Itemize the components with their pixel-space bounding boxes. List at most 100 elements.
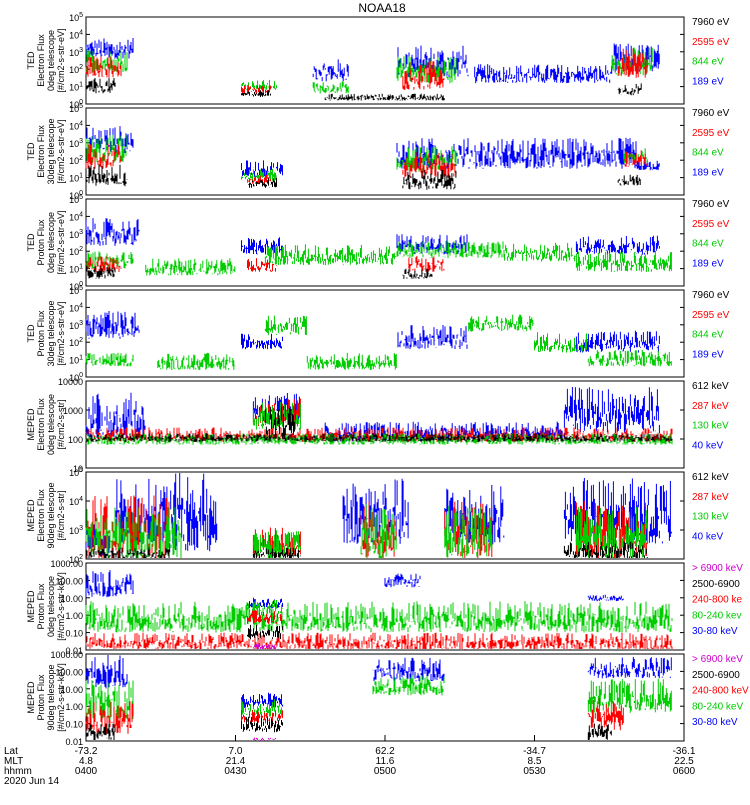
legend-entry: 189 eV: [692, 258, 724, 269]
series-trace: [85, 38, 660, 84]
y-tick-label: 103: [69, 525, 83, 536]
y-tick-label: 100: [69, 190, 83, 201]
series-segment: [587, 349, 672, 367]
y-tick-label: 102: [69, 64, 83, 75]
series-segment: [264, 244, 397, 266]
legend-entry: 40 keV: [692, 440, 723, 451]
y-tick-label: 100: [69, 281, 83, 292]
y-tick-label: 104: [69, 211, 83, 222]
x-tick-lat: -34.7: [523, 746, 546, 757]
x-tick-lat: -73.2: [75, 746, 98, 757]
series-trace: [85, 164, 642, 190]
y-tick-label: 10.00: [60, 685, 83, 695]
y-axis-label-line: TED: [26, 233, 36, 252]
series-trace: [85, 504, 648, 559]
panel-frame: [85, 380, 685, 469]
x-tick-lat: 7.0: [229, 746, 243, 757]
y-axis-label-line: Proton Flux: [36, 310, 46, 357]
series-trace: [85, 143, 648, 185]
y-tick-label: 101: [69, 355, 83, 366]
y-axis-label-line: 0deg telescope: [46, 30, 56, 91]
series-segment: [85, 164, 128, 187]
series-segment: [241, 692, 283, 708]
y-tick-label: 1000.00: [50, 559, 83, 569]
series-segment: [587, 594, 624, 602]
panel-frame: [85, 471, 685, 560]
y-axis-label-line: [#/cm2-s-str-eV]: [56, 119, 66, 183]
series-segment: [587, 678, 672, 713]
series-segment: [312, 81, 349, 94]
series-segment: [85, 311, 140, 339]
series-segment: [563, 541, 648, 559]
series-trace: [85, 406, 673, 442]
series-segment: [247, 624, 283, 640]
y-tick-label: 102: [69, 337, 83, 348]
series-trace: [85, 240, 672, 276]
y-tick-label: 100: [68, 435, 83, 445]
y-axis-label-line: [#/cm2-s-str]: [56, 399, 66, 449]
legend-entry: 30-80 keV: [692, 717, 738, 728]
x-row-label: hhmm: [4, 766, 32, 777]
legend-entry: 2500-6900: [692, 670, 740, 681]
y-axis-label-line: Electron Flux: [36, 34, 46, 87]
legend-entry: 287 keV: [692, 492, 729, 503]
y-tick-label: 0.01: [65, 737, 83, 747]
x-tick-mlt: 4.8: [79, 756, 93, 767]
legend-entry: 844 eV: [692, 239, 724, 250]
y-axis-label-line: Proton Flux: [36, 219, 46, 266]
legend-entry: 844 eV: [692, 57, 724, 68]
y-tick-label: 101: [69, 82, 83, 93]
series-segment: [402, 268, 433, 279]
legend-entry: 240-800 ke: [692, 595, 742, 606]
series-segment: [396, 325, 469, 350]
series-segment: [241, 333, 283, 350]
series-trace: [247, 624, 283, 640]
series-segment: [617, 83, 642, 96]
series-trace: [85, 314, 672, 370]
x-tick-mlt: 21.4: [226, 756, 246, 767]
chart-title: NOAA18: [358, 1, 406, 15]
y-axis-label-line: Electron Flux: [36, 489, 46, 542]
y-tick-label: 105: [69, 467, 83, 478]
series-segment: [402, 169, 457, 190]
series-segment: [247, 177, 277, 188]
series-segment: [372, 657, 445, 682]
series-segment: [360, 504, 397, 558]
series-segment: [617, 48, 648, 78]
panel-ted-e-0: 100 101 102 103 104 105 TED Electron Flux 0deg t…: [26, 12, 730, 110]
series-segment: [85, 78, 116, 94]
y-tick-label: 10000: [58, 377, 83, 387]
y-tick-label: 1000.00: [50, 650, 83, 660]
series-segment: [85, 265, 116, 279]
y-axis-label-line: 0deg telescope: [46, 394, 56, 455]
series-segment: [402, 61, 445, 90]
legend-entry: 2500-6900: [692, 579, 740, 590]
y-axis-label-line: [#/cm2-s-str-eV]: [56, 28, 66, 92]
y-tick-label: 101: [69, 264, 83, 275]
y-axis-label-line: Electron Flux: [36, 398, 46, 451]
y-tick-label: 104: [69, 120, 83, 131]
series-trace: [85, 600, 673, 633]
y-tick-label: 105: [69, 12, 83, 23]
y-tick-label: 100.00: [55, 576, 83, 586]
series-trace: [252, 737, 276, 741]
series-segment: [157, 352, 236, 370]
panel-meped-e-0: 10 100 1000 10000 MEPED Electron Flux 0deg tel…: [26, 377, 729, 474]
series-segment: [324, 93, 445, 101]
legend-entry: 30-80 keV: [692, 626, 738, 637]
y-tick-label: 105: [69, 285, 83, 296]
series-segment: [575, 251, 672, 272]
x-tick-mlt: 22.5: [674, 756, 694, 767]
series-trace: [85, 541, 648, 559]
legend-entry: 80-240 kev: [692, 610, 741, 621]
legend-entry: 287 keV: [692, 401, 729, 412]
y-axis-label-line: 0deg telescope: [46, 576, 56, 637]
y-axis-label-line: Electron Flux: [36, 125, 46, 178]
series-segment: [563, 387, 660, 434]
y-tick-label: 105: [69, 194, 83, 205]
series-segment: [85, 701, 134, 734]
series-segment: [617, 174, 642, 186]
series-segment: [444, 505, 493, 559]
